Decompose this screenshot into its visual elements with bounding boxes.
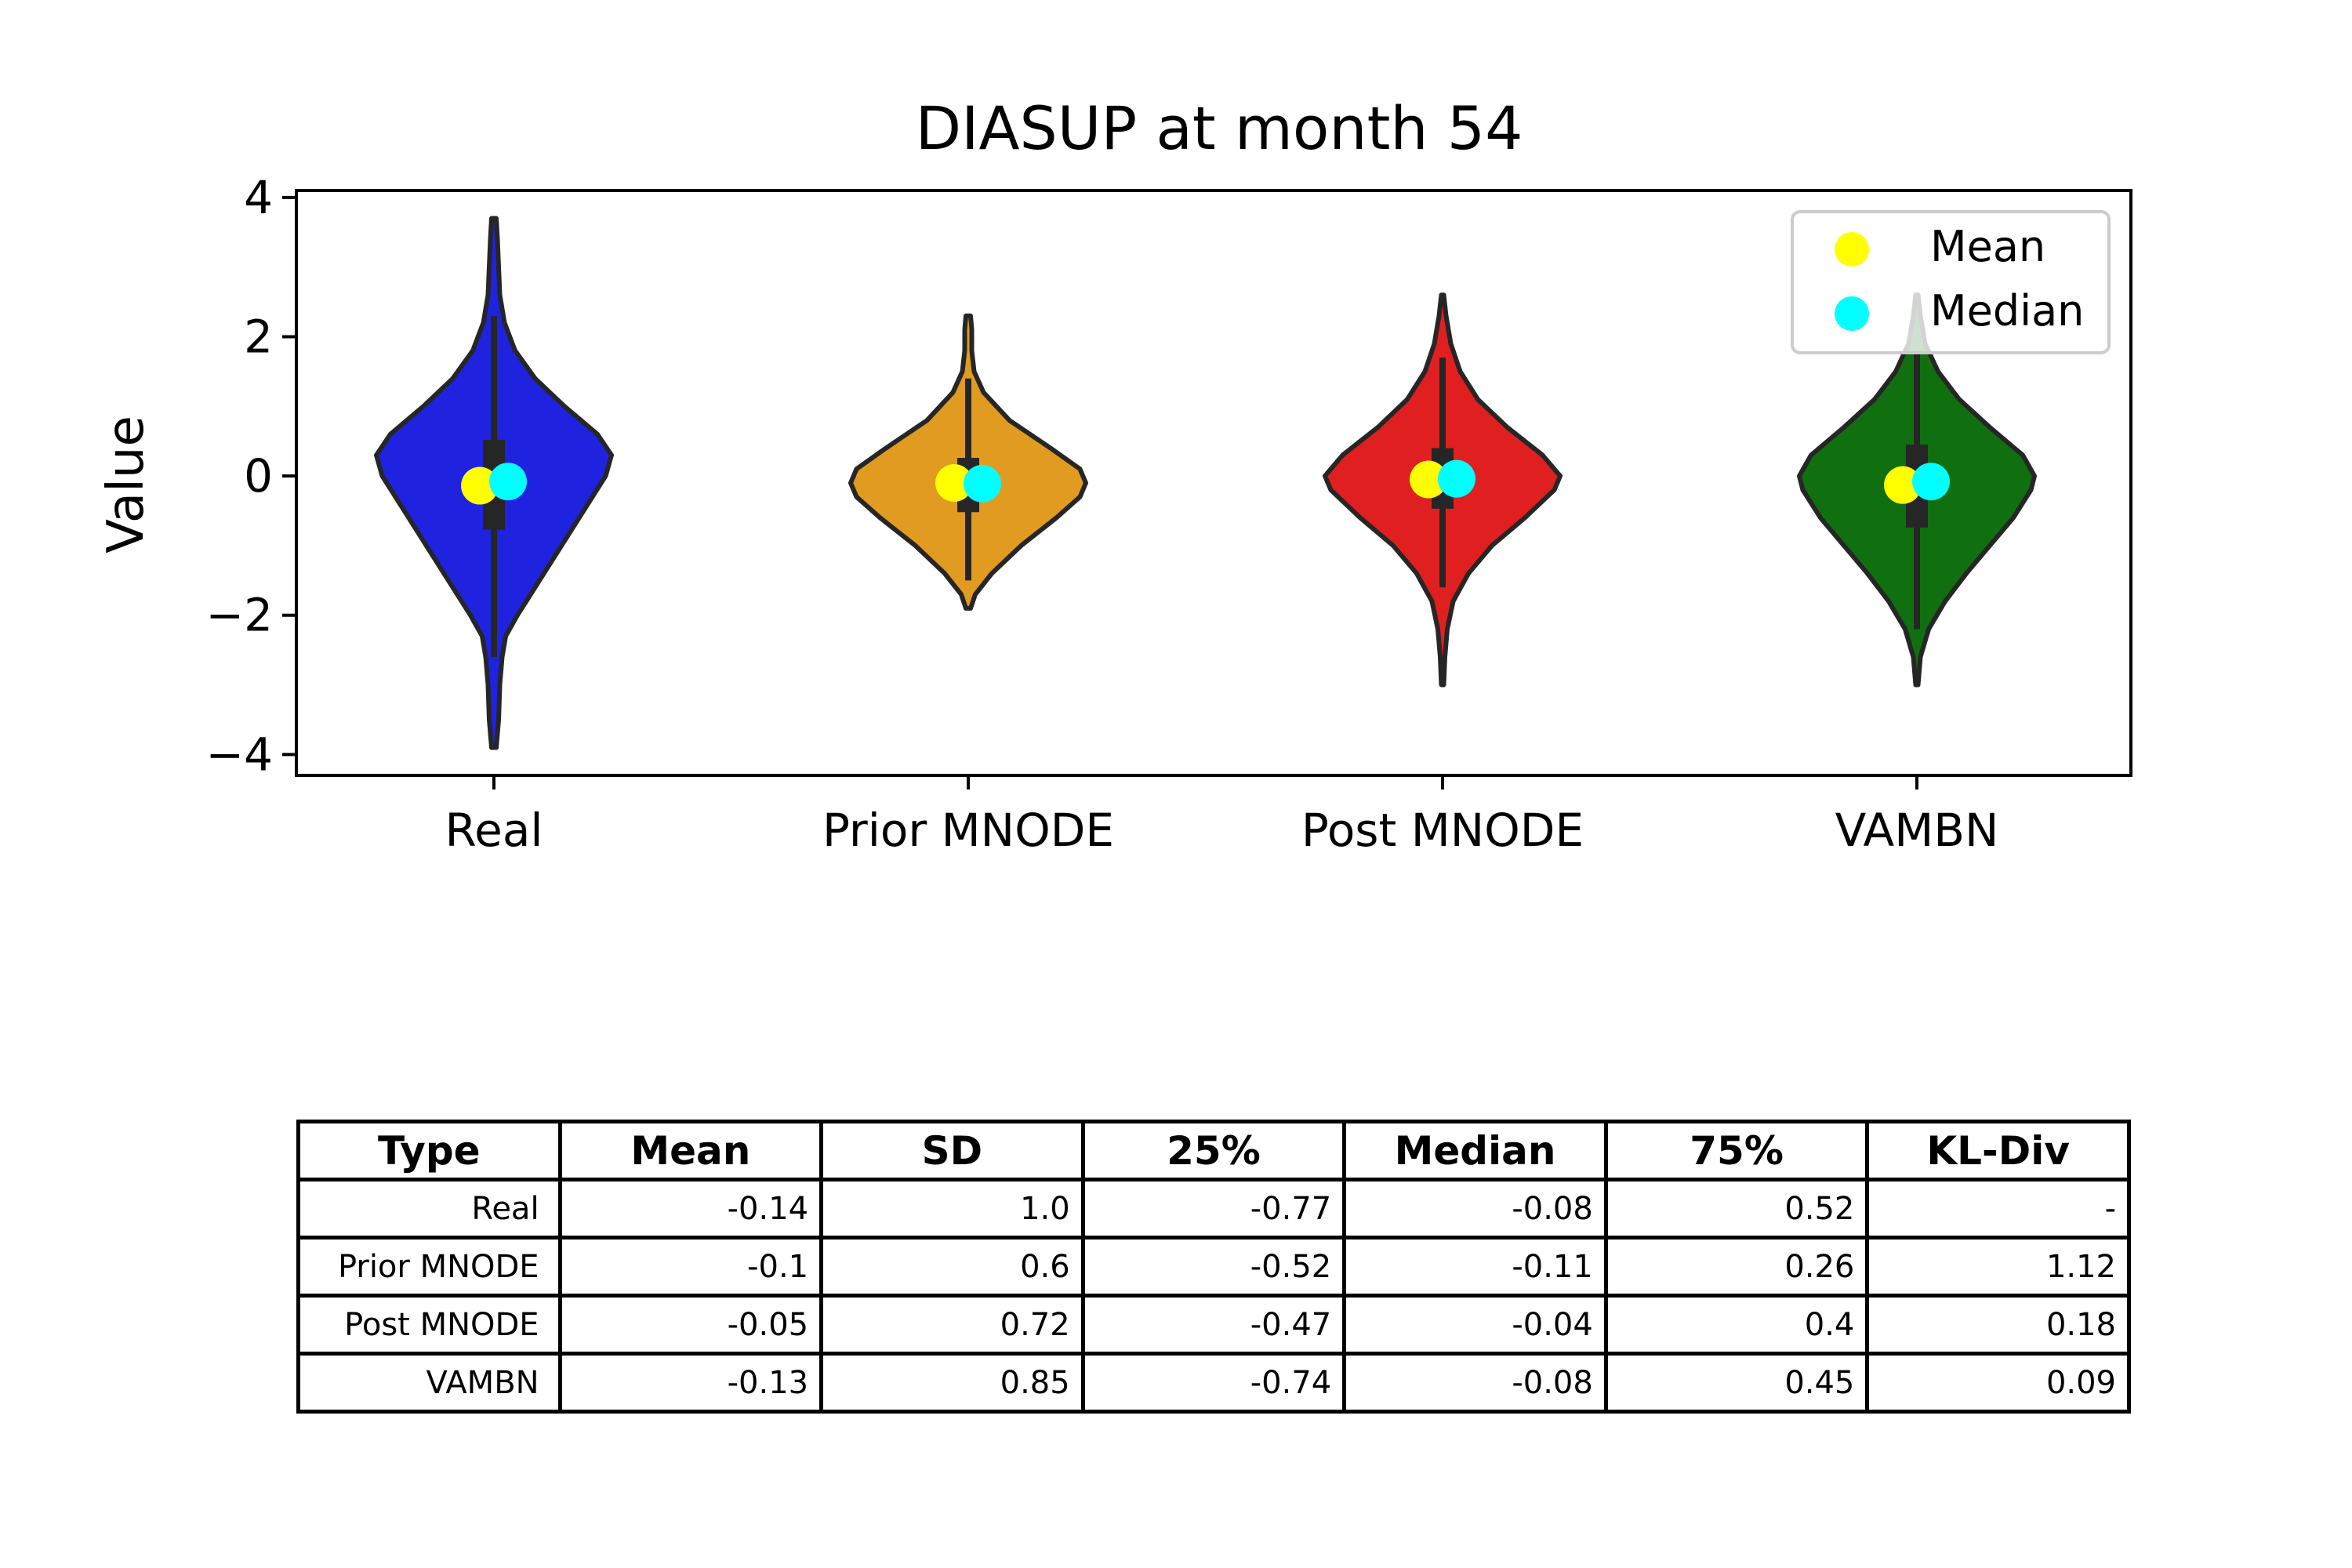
table-cell: 0.18: [1865, 1294, 2131, 1356]
chart-title: DIASUP at month 54: [916, 93, 1523, 163]
violin-real: [374, 216, 614, 750]
x-tick-label: Prior MNODE: [822, 804, 1114, 857]
table-header-row: Type Mean SD 25% Median 75% KL-Div: [296, 1120, 2131, 1181]
y-axis: 4 2 0 −2 −4: [206, 171, 296, 781]
table-row: Post MNODE -0.05 0.72 -0.47 -0.04 0.4 0.…: [296, 1294, 2131, 1356]
violin-post-mnode: [1323, 292, 1563, 688]
header-type: Type: [296, 1120, 562, 1181]
table-cell: 0.85: [819, 1352, 1085, 1414]
table-cell: -0.05: [557, 1294, 824, 1356]
legend-box: [1791, 210, 2111, 354]
median-marker: [1438, 459, 1475, 498]
table-cell: 1.0: [819, 1178, 1085, 1240]
median-marker: [964, 464, 1001, 503]
table-cell: 0.72: [819, 1294, 1085, 1356]
table-cell: VAMBN: [296, 1352, 562, 1414]
y-axis-label: Value: [97, 416, 155, 554]
x-tick-label: Post MNODE: [1301, 804, 1584, 857]
table-cell: -0.1: [557, 1236, 824, 1298]
header-kl-div: KL-Div: [1865, 1120, 2131, 1181]
median-marker: [489, 463, 527, 501]
median-marker: [1912, 463, 1950, 501]
table-cell: 0.45: [1603, 1352, 1870, 1414]
x-tick-label: VAMBN: [1835, 804, 1999, 857]
header-75: 75%: [1603, 1120, 1870, 1181]
legend-mean-marker: [1835, 232, 1869, 267]
header-mean: Mean: [557, 1120, 824, 1181]
table-cell: Real: [296, 1178, 562, 1240]
table-cell: 0.4: [1603, 1294, 1870, 1356]
table-cell: -0.04: [1342, 1294, 1608, 1356]
table-cell: 0.6: [819, 1236, 1085, 1298]
mean-marker: [1884, 466, 1922, 504]
y-tick-label: 0: [244, 449, 273, 503]
table-cell: 0.26: [1603, 1236, 1870, 1298]
violin-prior-mnode: [848, 313, 1088, 611]
header-25: 25%: [1080, 1120, 1347, 1181]
x-axis: Real Prior MNODE Post MNODE VAMBN: [445, 775, 1998, 857]
table-row: Real -0.14 1.0 -0.77 -0.08 0.52 -: [296, 1178, 2131, 1240]
table-row: VAMBN -0.13 0.85 -0.74 -0.08 0.45 0.09: [296, 1352, 2131, 1414]
table-cell: 0.09: [1865, 1352, 2131, 1414]
y-tick-label: 4: [244, 171, 273, 224]
header-median: Median: [1342, 1120, 1608, 1181]
table-cell: -0.52: [1080, 1236, 1347, 1298]
mean-marker: [935, 464, 973, 502]
table-cell: -0.77: [1080, 1178, 1347, 1240]
table-cell: -0.08: [1342, 1352, 1608, 1414]
table-row: Prior MNODE -0.1 0.6 -0.52 -0.11 0.26 1.…: [296, 1236, 2131, 1298]
header-sd: SD: [819, 1120, 1085, 1181]
table-cell: -: [1865, 1178, 2131, 1240]
y-tick-label: −2: [206, 589, 274, 642]
stats-table: Type Mean SD 25% Median 75% KL-Div Real …: [296, 1120, 2131, 1414]
table-cell: -0.14: [557, 1178, 824, 1240]
legend-median-label: Median: [1930, 286, 2084, 336]
table-cell: -0.47: [1080, 1294, 1347, 1356]
y-tick-label: −4: [206, 728, 274, 781]
table-cell: -0.11: [1342, 1236, 1608, 1298]
mean-marker: [461, 466, 499, 505]
table-cell: -0.13: [557, 1352, 824, 1414]
y-tick-label: 2: [244, 310, 273, 364]
table-cell: Post MNODE: [296, 1294, 562, 1356]
table-cell: 0.52: [1603, 1178, 1870, 1240]
table-cell: 1.12: [1865, 1236, 2131, 1298]
table-cell: -0.74: [1080, 1352, 1347, 1414]
violins-layer: [374, 216, 2037, 750]
table-cell: -0.08: [1342, 1178, 1608, 1240]
table-cell: Prior MNODE: [296, 1236, 562, 1298]
x-tick-label: Real: [445, 804, 543, 857]
mean-marker: [1410, 460, 1447, 499]
legend-median-marker: [1835, 296, 1869, 331]
legend-mean-label: Mean: [1930, 222, 2045, 271]
legend: Mean Median: [1791, 210, 2111, 354]
plot-area-frame: [295, 189, 2132, 777]
